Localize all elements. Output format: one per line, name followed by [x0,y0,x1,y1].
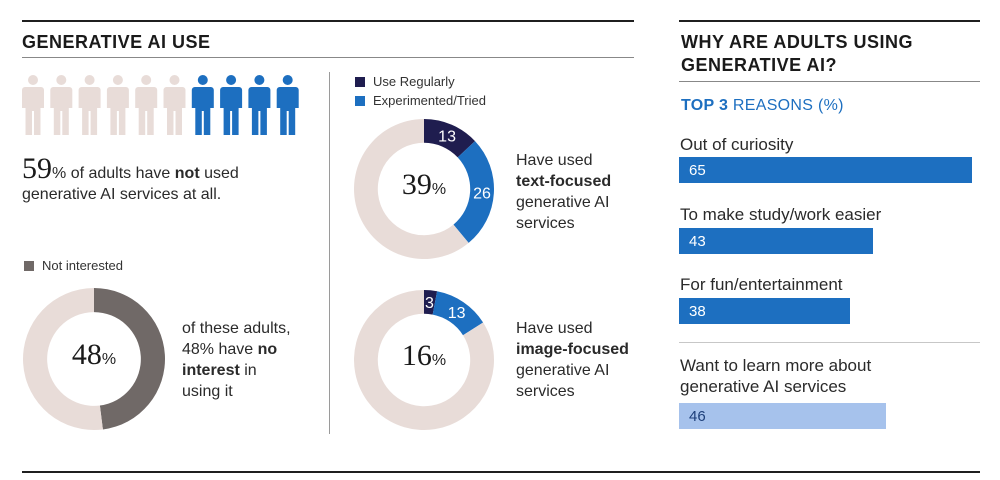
donut-16-pct: % [431,352,447,369]
bottom-rule [22,471,980,473]
text-line4: services [516,215,575,232]
legend-label-experimented: Experimented/Tried [373,93,486,108]
donut-slice-use-regularly [424,290,438,315]
person-not-used-icon [135,75,158,135]
donut-48-value: 48 [71,338,102,371]
person-used-icon [248,75,271,135]
donut-slice-not-used [354,290,494,430]
reason-value-study-work: 43 [689,232,706,250]
image-line4: services [516,383,575,400]
legend-use-regularly: Use Regularly [355,74,455,89]
reason-bar-curiosity: 65 [679,157,972,183]
title-underline-right [679,81,980,82]
reasons-subtitle-bold: TOP 3 [681,97,729,114]
reasons-subtitle: TOP 3 REASONS (%) [681,97,844,115]
stat-59-text: 59% of adults have not used generative A… [22,154,322,205]
text-line3: generative AI [516,194,610,211]
donut-48-pct: % [101,351,117,368]
donut-slice-not-used [354,119,469,259]
legend-swatch-use-regularly [355,76,365,87]
donut-slice-value-label: 13 [448,305,466,322]
section-title-generative-ai-use: GENERATIVE AI USE [22,32,211,52]
reason-value-fun: 38 [689,302,706,320]
legend-swatch-experimented [355,95,365,106]
desc-line3-bold: interest [182,362,240,379]
reason-value-learn-more: 46 [689,407,706,425]
not-interested-description: of these adults, 48% have no interest in… [182,318,332,402]
reason-value-curiosity: 65 [689,161,706,179]
person-used-icon [191,75,214,135]
donut-not-interested [23,288,166,430]
why-title-line1: WHY ARE ADULTS USING [681,32,914,52]
section-title-why-adults: WHY ARE ADULTS USING GENERATIVE AI? [681,31,913,77]
reason-label-fun: For fun/entertainment [680,275,843,294]
desc-line2-pre: 48% have [182,341,254,358]
text-line1: Have used [516,152,593,169]
image-line3: generative AI [516,362,610,379]
person-not-used-icon [78,75,101,135]
text-focused-description: Have used text-focused generative AI ser… [516,150,656,234]
legend-experimented: Experimented/Tried [355,93,486,108]
donut-slice-experimented-tried [453,141,494,243]
reason-label-study-work: To make study/work easier [680,205,882,224]
image-line2-bold: image-focused [516,341,629,358]
donut-slice-experimented-tried [432,291,484,336]
reason-bar-learn-more: 46 [679,403,887,429]
donut-slice-other [23,288,103,430]
person-not-used-icon [106,75,129,135]
reason-label-learn-more: Want to learn more about generative AI s… [680,356,872,396]
legend-label-not-interested: Not interested [42,258,123,273]
donut-text-focused: 13 26 [354,119,494,259]
reason-bar-fun: 38 [679,298,851,324]
legend-swatch-not-interested [24,260,34,271]
donut-39-value: 39 [401,168,432,201]
donut-image-focused: 3 13 [354,290,494,430]
person-not-used-icon [50,75,73,135]
legend-label-use-regularly: Use Regularly [373,74,455,89]
donut-39-pct: % [431,181,447,198]
image-line1: Have used [516,320,593,337]
reason-label-curiosity: Out of curiosity [680,135,794,154]
stat-59-value: 59 [22,152,52,185]
reasons-separator [679,342,980,343]
desc-line1: of these adults, [182,320,291,337]
donut-slice-value-label: 26 [473,186,491,203]
donut-slice-not-interested [94,288,166,430]
person-not-used-icon [22,75,44,135]
text-line2-bold: text-focused [516,173,612,190]
legend-not-interested: Not interested [24,258,123,273]
person-not-used-icon [163,75,186,135]
stat-text-line2: generative AI services at all. [22,186,222,203]
stat-text-bold: not [174,165,200,182]
why-title-line2: GENERATIVE AI? [681,55,838,75]
donut-slice-value-label: 13 [438,129,456,146]
desc-line2-bold: no [257,341,278,358]
person-used-icon [276,75,299,135]
vertical-divider [329,72,330,434]
donut-slice-use-regularly [424,119,476,158]
people-pictogram [22,75,299,135]
image-focused-description: Have used image-focused generative AI se… [516,318,666,402]
desc-line4: using it [182,383,233,400]
reason-bar-study-work: 43 [679,228,873,254]
title-underline-left [22,57,634,58]
donut-16-value: 16 [401,339,432,372]
donut-text-focused-center: 39% [353,168,495,202]
stat-text-pre: of adults have [70,165,171,182]
donut-not-interested-center: 48% [22,338,166,372]
top-rule-left [22,20,634,22]
desc-line3-post: in [244,362,257,379]
stat-59-pct: % [52,165,67,182]
person-used-icon [220,75,243,135]
donut-slice-value-label: 3 [425,295,434,312]
reasons-subtitle-rest: REASONS (%) [732,97,844,114]
stat-text-post: used [204,165,239,182]
top-rule-right [679,20,980,22]
donut-image-focused-center: 16% [353,339,495,373]
